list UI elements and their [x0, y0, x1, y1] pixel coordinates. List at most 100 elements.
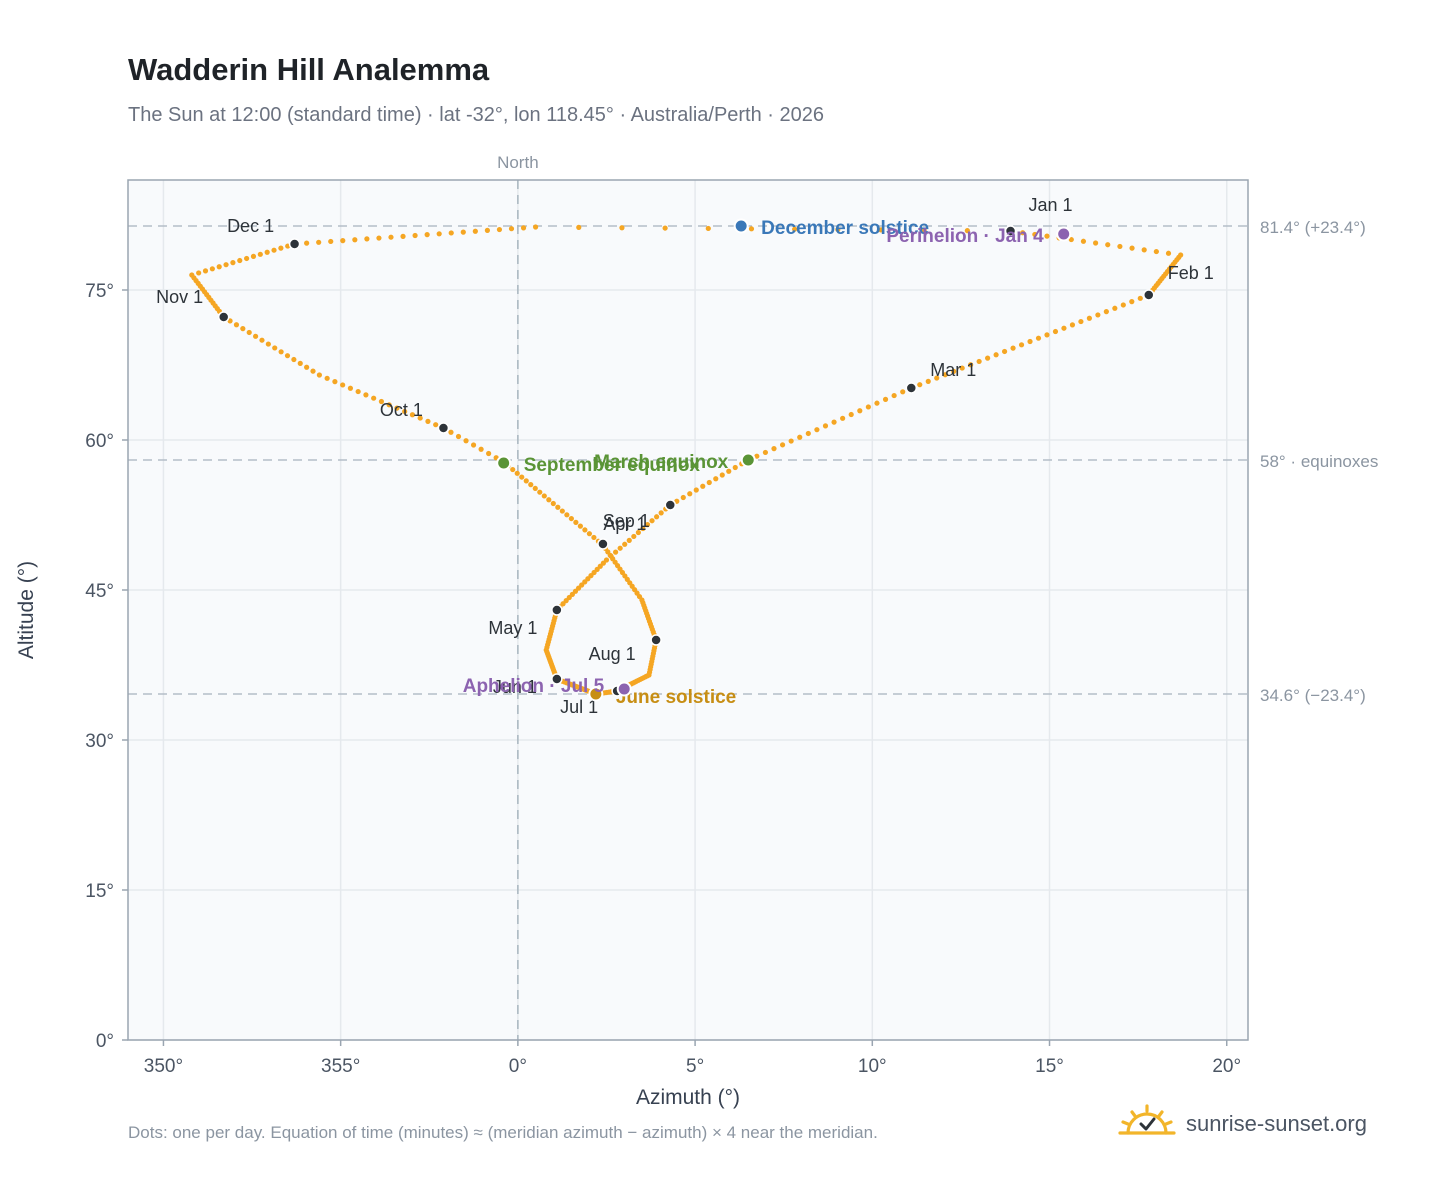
- day-dot: [582, 527, 588, 533]
- event-label: June solstice: [616, 687, 736, 708]
- day-dot: [386, 402, 392, 408]
- day-dot: [409, 412, 416, 418]
- day-dot: [654, 514, 660, 520]
- y-tick-label: 30°: [85, 731, 114, 752]
- month-marker: [650, 634, 662, 646]
- y-axis-title: Altitude (°): [15, 561, 38, 659]
- day-dot: [835, 226, 841, 233]
- day-dot: [448, 429, 454, 435]
- plot-frame: [127, 179, 1249, 1041]
- day-dot: [1086, 315, 1092, 321]
- day-dot: [900, 389, 906, 395]
- day-dot: [202, 268, 209, 274]
- day-dot: [564, 512, 570, 518]
- day-dot: [316, 239, 322, 245]
- day-dot: [1020, 230, 1026, 236]
- day-dot: [1129, 299, 1135, 305]
- day-dot: [196, 270, 202, 276]
- event-marker: [1056, 226, 1072, 242]
- month-marker: [217, 311, 230, 323]
- day-dot: [388, 234, 394, 240]
- day-dot: [412, 232, 418, 239]
- day-dot: [619, 225, 625, 231]
- month-label: Aug 1: [589, 644, 636, 664]
- day-dot: [732, 464, 738, 471]
- day-dot: [332, 379, 338, 385]
- day-dot: [278, 349, 284, 355]
- x-tick-label: 15°: [1035, 1056, 1064, 1077]
- reference-line-label: 34.6° (−23.4°): [1260, 686, 1366, 705]
- day-dot: [478, 446, 484, 452]
- day-dot: [510, 466, 516, 473]
- day-dot: [617, 545, 623, 551]
- event-label: Perihelion · Jan 4: [886, 226, 1044, 247]
- day-dot: [424, 232, 430, 238]
- day-dot: [371, 395, 377, 401]
- day-dot: [680, 494, 686, 501]
- day-dot: [1032, 231, 1038, 238]
- month-label: Mar 1: [930, 360, 976, 380]
- day-dot: [460, 229, 466, 235]
- event-label: September equinox: [524, 455, 701, 476]
- day-dot: [555, 504, 561, 510]
- month-label: Sep 1: [603, 511, 650, 531]
- y-tick-label: 60°: [85, 431, 114, 452]
- day-dot: [550, 500, 556, 507]
- day-dot: [662, 225, 668, 231]
- day-dot: [1141, 247, 1147, 253]
- day-dot: [455, 433, 462, 440]
- x-tick-label: 0°: [509, 1056, 527, 1077]
- day-dot: [433, 422, 439, 428]
- day-dot: [891, 392, 897, 399]
- day-dot: [942, 372, 948, 378]
- day-dot: [559, 508, 565, 514]
- axes: 350° 355° 0° 5° 10° 15° 20° 0° 15° 30° 45° 60° 75° Az…: [15, 281, 1241, 1109]
- chart-subtitle: The Sun at 12:00 (standard time) · lat -…: [128, 104, 825, 126]
- x-tick-label: 355°: [321, 1056, 360, 1077]
- day-dot: [964, 228, 970, 234]
- day-dot: [400, 233, 406, 239]
- day-dot: [546, 497, 552, 503]
- day-dot: [693, 487, 699, 493]
- day-dot: [528, 482, 534, 488]
- month-label: Dec 1: [227, 216, 274, 236]
- month-label: Apr 1: [603, 514, 646, 534]
- day-dot: [805, 430, 811, 437]
- event-marker: [588, 686, 604, 702]
- day-dot: [278, 245, 284, 251]
- y-tick-label: 15°: [85, 881, 114, 902]
- day-dot: [1001, 348, 1008, 355]
- month-label: Jul 1: [560, 697, 598, 717]
- day-dot: [1010, 345, 1016, 351]
- day-dot: [640, 525, 646, 532]
- day-dot: [1069, 322, 1076, 328]
- day-dot: [284, 353, 291, 359]
- month-marker: [664, 499, 677, 511]
- day-dot: [626, 537, 632, 543]
- day-dot: [259, 337, 265, 343]
- day-dot: [541, 493, 547, 499]
- event-marker: [496, 455, 512, 471]
- brand[interactable]: sunrise-sunset.org: [1118, 1102, 1367, 1146]
- day-dot: [865, 404, 871, 410]
- month-marker: [597, 538, 609, 550]
- day-dot: [223, 262, 229, 268]
- day-dot: [921, 227, 927, 233]
- sun-check-icon: [1118, 1104, 1176, 1135]
- day-dot: [291, 356, 297, 363]
- day-dot: [976, 358, 982, 365]
- day-dot: [304, 364, 310, 370]
- day-dot: [831, 419, 837, 425]
- day-dot: [436, 231, 442, 237]
- day-dot: [622, 541, 628, 547]
- day-dot: [520, 225, 527, 231]
- day-dot: [771, 446, 777, 452]
- day-dot: [1153, 248, 1159, 255]
- day-dot: [792, 226, 798, 232]
- day-dot: [425, 418, 431, 424]
- x-tick-label: 5°: [686, 1056, 704, 1077]
- day-dot: [925, 378, 931, 384]
- month-marker: [905, 382, 918, 394]
